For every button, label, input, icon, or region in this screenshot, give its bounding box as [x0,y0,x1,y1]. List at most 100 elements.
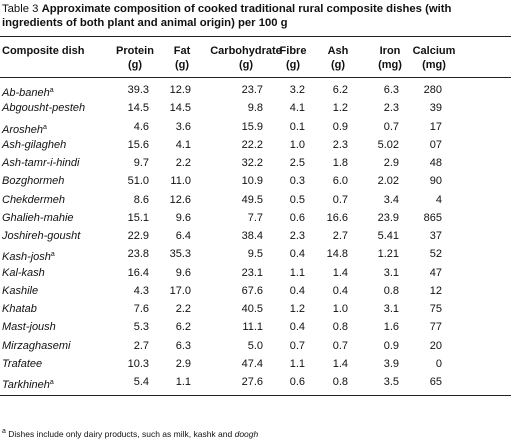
dish-name: Trafatee [2,358,42,371]
dish-label: Joshireh-gousht [2,230,81,242]
cell-value: 12 [429,284,442,297]
dish-name: Kashile [2,285,38,298]
cell-value: 0.9 [332,120,348,133]
cell-value: 5.0 [247,339,263,352]
dish-label: Arosheh [2,123,43,136]
cell-value: 5.41 [377,230,399,242]
cell-value: 49.5 [241,193,263,206]
cell-value: 32.2 [241,157,263,169]
dish-label: Kashile [2,284,39,297]
column-header: Fibre [279,45,307,57]
cell-value: 2.7 [133,339,149,352]
cell-value: 16.6 [326,211,348,224]
cell-value: 40.5 [241,303,263,315]
cell-value: 280 [423,84,442,96]
cell-value: 75 [429,303,442,315]
cell-value: 1.6 [383,321,399,334]
cell-value: 2.2 [175,157,191,169]
cell-value: 7.6 [133,303,149,315]
cell-value: 1.2 [332,102,348,115]
cell-value: 15.6 [127,138,149,151]
cell-value: 14.8 [326,248,348,261]
cell-value: 0.7 [332,339,348,352]
dish-label: Ash-gilagheh [2,138,67,151]
table-caption: Approximate composition of cooked tradit… [2,3,452,29]
cell-value: 0.6 [289,376,305,388]
dish-name: Abgousht-pesteh [2,102,85,115]
cell-value: 0.5 [289,193,305,206]
cell-value: 17 [429,120,442,133]
dish-name: Joshireh-gousht [2,230,80,243]
dish-name: Kash-josha [2,248,55,264]
cell-value: 0.1 [289,120,305,133]
cell-value: 17.0 [169,284,191,297]
cell-value: 6.0 [332,175,348,188]
dish-name: Arosheha [2,121,47,137]
dish-name: Mirzaghasemi [2,340,70,353]
cell-value: 12.6 [169,193,191,206]
dish-name: Ghalieh-mahie [2,212,74,225]
table-label: Table 3 [2,3,39,15]
column-unit: (mg) [378,59,402,71]
column-unit: (g) [174,59,190,71]
cell-value: 1.1 [289,357,305,370]
cell-value: 0.4 [289,248,305,261]
dish-label: Tarkhineh [2,379,50,391]
cell-value: 0.9 [383,339,399,352]
cell-value: 3.9 [383,357,399,370]
cell-value: 0.4 [289,321,305,334]
cell-value: 0.4 [289,284,305,297]
column-unit: (g) [285,59,301,71]
cell-value: 1.0 [332,303,348,315]
cell-value: 0.3 [289,175,305,188]
cell-value: 0.6 [289,211,305,224]
cell-value: 10.3 [127,357,149,370]
cell-value: 65 [429,376,442,388]
cell-value: 6.4 [175,230,191,242]
cell-value: 0.8 [383,284,399,297]
cell-value: 15.1 [127,211,149,224]
column-unit: (g) [127,59,143,71]
dish-label: Ash-tamr-i-hindi [2,157,80,169]
dish-label: Kal-kash [2,266,45,279]
cell-value: 2.3 [383,102,399,115]
cell-value: 4.6 [133,120,149,133]
cell-value: 37 [429,230,442,242]
cell-value: 0.8 [332,321,348,334]
dish-name: Tarkhineha [2,376,54,392]
rule [0,36,511,37]
cell-value: 9.6 [175,211,191,224]
note-mark: a [49,379,54,386]
cell-value: 47.4 [241,357,263,370]
cell-value: 23.1 [241,266,263,279]
dish-label: Mast-joush [2,321,56,334]
cell-value: 2.9 [383,157,399,169]
column-header: Carbohydrate [210,45,282,57]
column-header: Protein [116,45,154,57]
cell-value: 11.1 [242,321,263,334]
cell-value: 5.3 [133,321,149,334]
cell-value: 1.1 [289,266,305,279]
column-unit: (g) [330,59,346,71]
dish-label: Ghalieh-mahie [2,211,74,224]
cell-value: 1.1 [175,376,191,388]
cell-value: 22.9 [127,230,149,242]
cell-value: 2.02 [377,175,399,188]
cell-value: 4.1 [289,102,305,115]
cell-value: 3.6 [175,120,191,133]
dish-label: Trafatee [2,357,43,370]
dish-name: Bozghormeh [2,175,64,188]
cell-value: 1.2 [289,303,305,315]
cell-value: 0.7 [332,193,348,206]
cell-value: 1.21 [377,248,399,261]
cell-value: 1.0 [289,138,305,151]
cell-value: 0 [435,357,442,370]
cell-value: 3.4 [383,193,399,206]
rule [0,77,511,78]
column-header: Composite dish [2,45,85,57]
cell-value: 15.9 [241,120,263,133]
cell-value: 11.0 [170,175,191,188]
table-title: Table 3 Approximate composition of cooke… [2,2,502,30]
cell-value: 2.9 [175,357,191,370]
